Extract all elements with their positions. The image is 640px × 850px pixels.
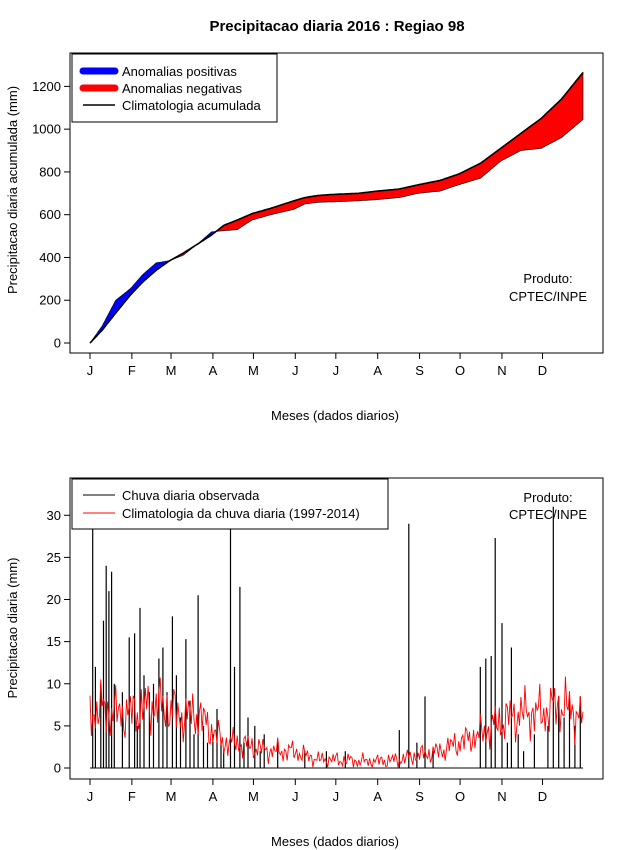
- daily-y-tick-label: 30: [47, 508, 61, 523]
- daily-y-tick-label: 25: [47, 550, 61, 565]
- daily-x-tick-label: O: [455, 789, 465, 804]
- cumulative-y-tick-label: 400: [39, 250, 61, 265]
- cumulative-x-tick-label: J: [87, 363, 94, 378]
- daily-x-tick-label: J: [87, 789, 94, 804]
- daily-x-tick-label: S: [415, 789, 424, 804]
- daily-panel: 0 5 10 15 20 25 30 J F M A M J J A S O N D Meses (dados d…: [5, 477, 604, 849]
- cumulative-x-tick-label: F: [128, 363, 136, 378]
- daily-x-tick-label: N: [497, 789, 506, 804]
- daily-x-tick-label: D: [538, 789, 547, 804]
- cumulative-x-tick-label: J: [292, 363, 299, 378]
- cumulative-x-tick-label: A: [209, 363, 218, 378]
- daily-x-tick-label: J: [292, 789, 299, 804]
- cumulative-x-tick-label: D: [538, 363, 547, 378]
- figure-title: Precipitacao diaria 2016 : Regiao 98: [209, 18, 464, 35]
- legend-label-observed: Chuva diaria observada: [122, 488, 260, 503]
- daily-x-tick-label: M: [248, 789, 259, 804]
- daily-x-tick-label: A: [209, 789, 218, 804]
- cumulative-y-tick-label: 1200: [32, 79, 61, 94]
- daily-y-tick-label: 5: [54, 718, 61, 733]
- cumulative-x-tick-label: O: [455, 363, 465, 378]
- cumulative-x-tick-label: N: [497, 363, 506, 378]
- daily-x-tick-label: A: [373, 789, 382, 804]
- daily-y-tick-label: 10: [47, 676, 61, 691]
- daily-annotation-produto: Produto:: [523, 490, 572, 505]
- cumulative-x-label: Meses (dados diarios): [271, 408, 399, 423]
- daily-legend: Chuva diaria observada Climatologia da c…: [71, 478, 389, 530]
- legend-label-climatology: Climatologia acumulada: [122, 98, 262, 113]
- cumulative-x-tick-label: M: [248, 363, 259, 378]
- daily-y-tick-label: 0: [54, 761, 61, 776]
- daily-x-tick-label: M: [166, 789, 177, 804]
- cumulative-annotation-cptec: CPTEC/INPE: [509, 289, 587, 304]
- cumulative-x-tick-label: M: [166, 363, 177, 378]
- daily-climatology-line: [89, 676, 584, 769]
- legend-label-negative: Anomalias negativas: [122, 81, 242, 96]
- cumulative-y-tick-label: 200: [39, 293, 61, 308]
- daily-legend-box: [71, 478, 389, 530]
- cumulative-annotation-produto: Produto:: [523, 271, 572, 286]
- daily-y-label: Precipitacao diaria (mm): [5, 558, 20, 699]
- cumulative-panel: 0 200 400 600 800 1000 1200 J F M A M J J A S O N D Meses…: [5, 52, 604, 423]
- cumulative-y-tick-label: 800: [39, 164, 61, 179]
- daily-x-tick-label: F: [128, 789, 136, 804]
- daily-y-tick-label: 15: [47, 634, 61, 649]
- climatology-cumulative-line: [89, 71, 584, 344]
- cumulative-y-label: Precipitacao diaria acumulada (mm): [5, 86, 20, 294]
- daily-annotation-cptec: CPTEC/INPE: [509, 507, 587, 522]
- daily-y-tick-label: 20: [47, 592, 61, 607]
- legend-label-daily-climatology: Climatologia da chuva diaria (1997-2014): [122, 506, 360, 521]
- cumulative-y-tick-label: 600: [39, 207, 61, 222]
- daily-x-tick-label: J: [333, 789, 340, 804]
- legend-label-positive: Anomalias positivas: [122, 64, 237, 79]
- cumulative-x-tick-label: J: [333, 363, 340, 378]
- daily-x-label: Meses (dados diarios): [271, 834, 399, 849]
- cumulative-legend: Anomalias positivas Anomalias negativas …: [71, 53, 278, 123]
- cumulative-x-tick-label: A: [373, 363, 382, 378]
- cumulative-x-tick-label: S: [415, 363, 424, 378]
- cumulative-y-tick-label: 0: [54, 336, 61, 351]
- cumulative-y-tick-label: 1000: [32, 122, 61, 137]
